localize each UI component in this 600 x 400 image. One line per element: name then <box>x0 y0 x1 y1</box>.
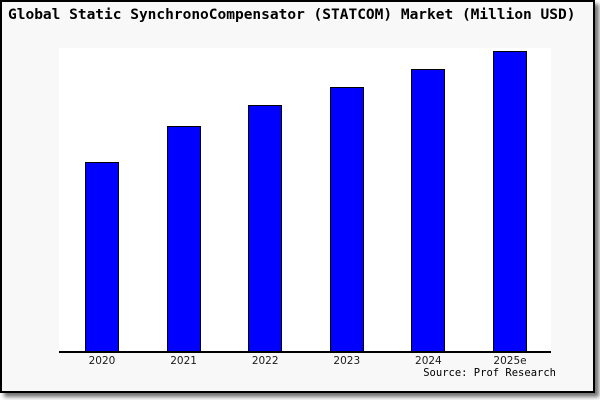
bar-2025e <box>493 51 527 351</box>
x-tick-2025e: 2025e <box>493 355 527 367</box>
bar-2022 <box>248 105 283 351</box>
x-tick-2024: 2024 <box>415 355 442 367</box>
bar-2021 <box>166 126 201 351</box>
x-tick-2020: 2020 <box>88 355 116 367</box>
chart-title: Global Static SynchronoCompensator (STAT… <box>8 7 576 23</box>
plot-area <box>59 48 551 351</box>
bar-2023 <box>329 87 364 351</box>
x-tick-2021: 2021 <box>170 355 197 367</box>
source-label: Source: Prof Research <box>423 367 556 379</box>
bar-2020 <box>85 162 119 351</box>
x-axis-line <box>59 351 551 353</box>
x-tick-2023: 2023 <box>333 355 361 367</box>
bar-2024 <box>411 69 446 351</box>
x-tick-2022: 2022 <box>251 355 279 367</box>
